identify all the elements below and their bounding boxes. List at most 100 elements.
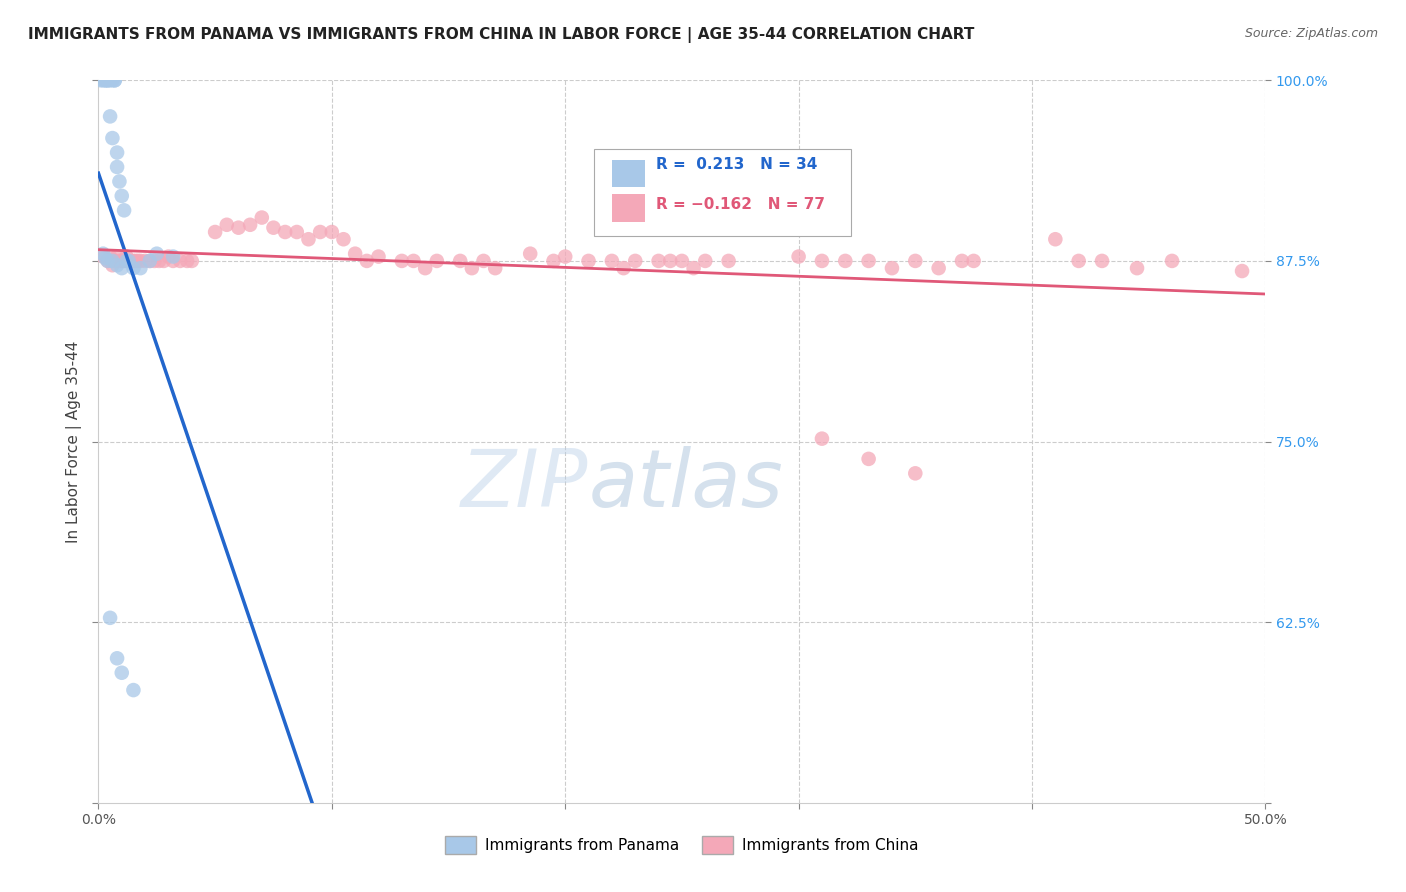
Point bbox=[274, 225, 297, 239]
Point bbox=[180, 254, 202, 268]
Point bbox=[787, 250, 810, 264]
Point bbox=[104, 73, 127, 87]
Point bbox=[367, 250, 389, 264]
Point bbox=[97, 73, 120, 87]
Point bbox=[122, 254, 145, 268]
Y-axis label: In Labor Force | Age 35-44: In Labor Force | Age 35-44 bbox=[66, 341, 82, 542]
Point bbox=[834, 254, 856, 268]
Point bbox=[682, 261, 704, 276]
Point bbox=[239, 218, 262, 232]
Point bbox=[578, 254, 600, 268]
Text: Source: ZipAtlas.com: Source: ZipAtlas.com bbox=[1244, 27, 1378, 40]
Point bbox=[94, 73, 117, 87]
Point bbox=[858, 451, 880, 466]
Point bbox=[880, 261, 903, 276]
Point bbox=[98, 611, 121, 625]
Point bbox=[97, 254, 120, 268]
Point bbox=[1091, 254, 1114, 268]
Point bbox=[215, 218, 238, 232]
Point bbox=[928, 261, 950, 276]
Point bbox=[858, 254, 880, 268]
Point bbox=[695, 254, 717, 268]
Point bbox=[120, 254, 142, 268]
Point bbox=[600, 254, 623, 268]
Legend: Immigrants from Panama, Immigrants from China: Immigrants from Panama, Immigrants from … bbox=[439, 830, 925, 860]
Point bbox=[111, 254, 134, 268]
Point bbox=[1230, 264, 1253, 278]
Point bbox=[1161, 254, 1184, 268]
Point bbox=[111, 261, 134, 276]
Point bbox=[162, 250, 184, 264]
Point bbox=[90, 73, 112, 87]
Point bbox=[250, 211, 273, 225]
Text: IMMIGRANTS FROM PANAMA VS IMMIGRANTS FROM CHINA IN LABOR FORCE | AGE 35-44 CORRE: IMMIGRANTS FROM PANAMA VS IMMIGRANTS FRO… bbox=[28, 27, 974, 43]
Point bbox=[344, 246, 367, 260]
Point bbox=[811, 254, 834, 268]
Point bbox=[962, 254, 984, 268]
Point bbox=[112, 254, 135, 268]
Point bbox=[356, 254, 378, 268]
Point bbox=[115, 250, 138, 264]
Point bbox=[671, 254, 693, 268]
Point bbox=[204, 225, 226, 239]
Point bbox=[472, 254, 495, 268]
Point bbox=[1067, 254, 1090, 268]
Point bbox=[484, 261, 506, 276]
Point bbox=[94, 251, 117, 265]
Point bbox=[98, 73, 121, 87]
Point bbox=[105, 145, 128, 160]
Point bbox=[519, 246, 541, 260]
Point bbox=[146, 246, 169, 260]
Point bbox=[91, 250, 114, 264]
Point bbox=[101, 131, 124, 145]
Point bbox=[228, 220, 250, 235]
Point bbox=[169, 254, 191, 268]
Point bbox=[543, 254, 565, 268]
Point bbox=[904, 254, 927, 268]
Point bbox=[104, 73, 127, 87]
Point bbox=[101, 73, 124, 87]
Point bbox=[97, 73, 120, 87]
Point bbox=[101, 254, 124, 268]
Point bbox=[402, 254, 425, 268]
Point bbox=[111, 189, 134, 203]
Point bbox=[157, 250, 180, 264]
Point bbox=[125, 254, 148, 268]
Point bbox=[904, 467, 927, 481]
Point bbox=[148, 254, 170, 268]
Point bbox=[122, 261, 145, 276]
Point bbox=[1045, 232, 1067, 246]
Point bbox=[94, 73, 117, 87]
Text: R =  0.213   N = 34: R = 0.213 N = 34 bbox=[657, 157, 818, 172]
Point bbox=[91, 246, 114, 260]
Point bbox=[659, 254, 682, 268]
Point bbox=[139, 254, 162, 268]
Point bbox=[129, 261, 152, 276]
Point bbox=[413, 261, 436, 276]
Point bbox=[262, 220, 284, 235]
Point bbox=[647, 254, 669, 268]
Point bbox=[332, 232, 354, 246]
Point bbox=[105, 250, 128, 264]
Point bbox=[127, 254, 149, 268]
Point bbox=[115, 254, 138, 268]
Point bbox=[297, 232, 319, 246]
Point bbox=[105, 160, 128, 174]
Text: atlas: atlas bbox=[589, 446, 783, 524]
Point bbox=[321, 225, 343, 239]
Point bbox=[108, 254, 131, 268]
Point bbox=[118, 254, 141, 268]
Point bbox=[129, 254, 152, 268]
Point bbox=[152, 254, 174, 268]
Point bbox=[461, 261, 484, 276]
Point bbox=[105, 651, 128, 665]
Point bbox=[98, 109, 121, 123]
Point bbox=[143, 254, 166, 268]
Point bbox=[624, 254, 647, 268]
Point bbox=[1126, 261, 1149, 276]
Point bbox=[717, 254, 740, 268]
FancyBboxPatch shape bbox=[612, 194, 644, 222]
Point bbox=[176, 254, 198, 268]
Point bbox=[112, 203, 135, 218]
Point bbox=[285, 225, 308, 239]
